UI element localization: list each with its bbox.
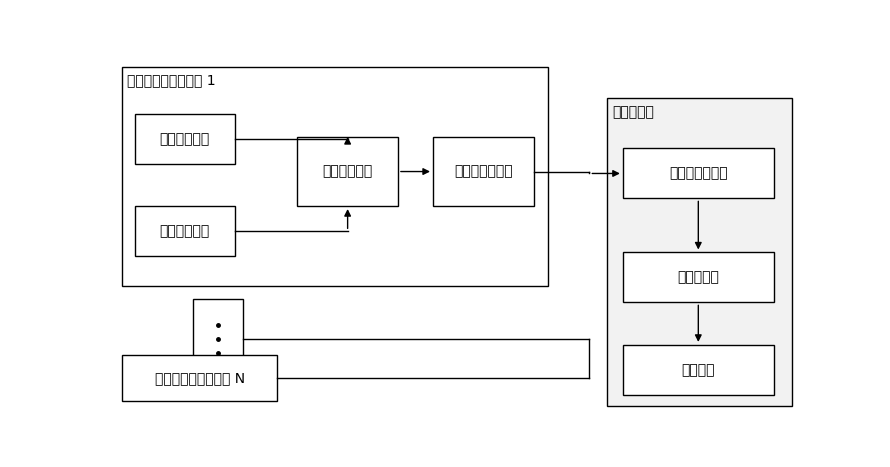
- Text: 主测试设备: 主测试设备: [612, 105, 654, 119]
- Bar: [623, 345, 774, 395]
- Bar: [192, 298, 243, 380]
- Bar: [607, 99, 792, 406]
- Bar: [134, 206, 235, 256]
- Text: 数模转换模块: 数模转换模块: [322, 164, 373, 178]
- Text: 显示终端: 显示终端: [682, 363, 715, 377]
- Bar: [122, 67, 548, 286]
- Bar: [122, 355, 277, 401]
- Text: 函数运算器: 函数运算器: [677, 270, 719, 284]
- Text: 电流采样线夹: 电流采样线夹: [159, 132, 210, 146]
- Text: 主无线数传模块: 主无线数传模块: [669, 166, 728, 180]
- Bar: [623, 149, 774, 198]
- Text: 从无线数传模块: 从无线数传模块: [454, 164, 513, 178]
- Bar: [134, 114, 235, 164]
- Text: 电流隔离器接线装置 1: 电流隔离器接线装置 1: [126, 74, 215, 88]
- Bar: [623, 252, 774, 303]
- Text: 电流采样线夹: 电流采样线夹: [159, 224, 210, 238]
- Text: 电流隔离器接线装置 N: 电流隔离器接线装置 N: [155, 371, 245, 385]
- Bar: [433, 137, 534, 206]
- Bar: [297, 137, 398, 206]
